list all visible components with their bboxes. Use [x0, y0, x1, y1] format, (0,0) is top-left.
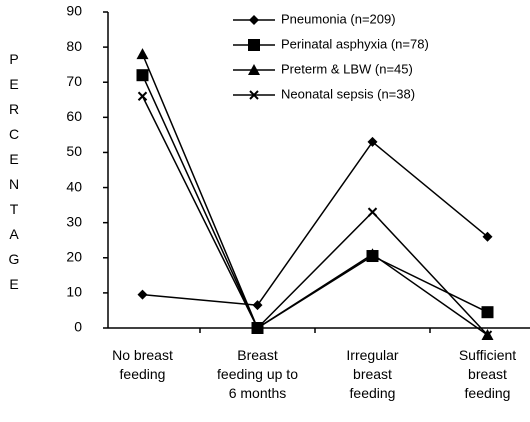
legend-label: Pneumonia (n=209)	[281, 11, 396, 26]
y-tick-label: 0	[74, 319, 82, 335]
y-tick-label: 90	[66, 3, 82, 19]
marker	[366, 248, 379, 260]
marker	[249, 90, 259, 100]
marker	[252, 323, 263, 333]
marker	[137, 289, 148, 300]
legend-label: Neonatal sepsis (n=38)	[281, 86, 415, 101]
marker	[248, 64, 260, 75]
series-line	[141, 95, 489, 336]
marker	[482, 330, 493, 340]
x-tick-label: Irregular breast feeding	[346, 347, 398, 401]
y-tick-label: 80	[66, 38, 82, 54]
y-tick-label: 10	[66, 284, 82, 300]
marker	[481, 306, 494, 319]
marker	[137, 91, 148, 101]
marker	[252, 300, 263, 311]
y-tick-label: 50	[66, 143, 82, 159]
series-line	[142, 140, 488, 306]
y-tick-label: 20	[66, 248, 82, 264]
series-line	[141, 53, 488, 336]
legend-label: Perinatal asphyxia (n=78)	[281, 36, 429, 51]
y-tick-label: 60	[66, 108, 82, 124]
marker	[367, 207, 378, 217]
marker	[248, 39, 260, 51]
marker	[367, 136, 378, 147]
x-tick-label: Sufficient breast feeding	[459, 347, 516, 401]
y-tick-label: 70	[66, 73, 82, 89]
x-tick-label: Breast feeding up to 6 months	[217, 347, 298, 401]
marker	[249, 15, 259, 25]
legend-label: Preterm & LBW (n=45)	[281, 61, 413, 76]
marker	[136, 69, 149, 82]
y-tick-label: 30	[66, 213, 82, 229]
marker	[136, 48, 149, 60]
y-tick-label: 40	[66, 178, 82, 194]
marker	[482, 231, 493, 242]
x-tick-label: No breast feeding	[112, 347, 173, 382]
